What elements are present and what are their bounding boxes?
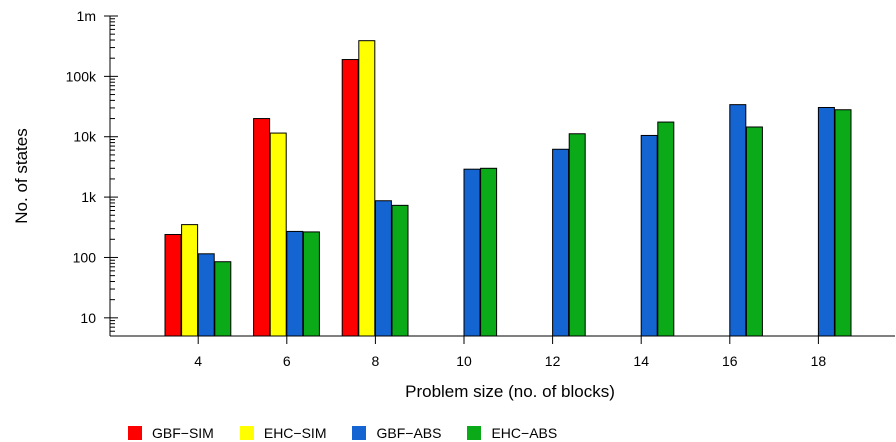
- legend-swatch: [467, 426, 482, 440]
- bar-gbf-abs-12: [552, 148, 570, 337]
- legend-item: GBF−ABS: [352, 425, 441, 441]
- legend-swatch: [128, 426, 142, 440]
- bar-gbf-abs-14: [640, 134, 658, 337]
- x-tick-label: 6: [283, 353, 291, 369]
- bar-gbf-abs-10: [463, 168, 481, 337]
- y-tick-label: 100k: [66, 68, 97, 84]
- x-tick-label: 4: [194, 353, 202, 369]
- legend-swatch: [352, 426, 367, 440]
- legend-label: EHC−SIM: [263, 425, 327, 441]
- y-tick-label: 1k: [81, 189, 97, 205]
- y-tick-label: 100: [73, 249, 97, 265]
- y-axis-title: No. of states: [12, 128, 31, 223]
- x-tick-label: 14: [633, 353, 649, 369]
- bar-gbf-abs-6: [286, 230, 304, 337]
- x-axis-title: Problem size (no. of blocks): [405, 382, 615, 401]
- bar-ehc-abs-10: [480, 167, 498, 337]
- legend-label: EHC−ABS: [491, 425, 558, 441]
- legend-label: GBF−SIM: [152, 425, 214, 441]
- x-axis-ticks: 4 6 8 10 12 14 16 18: [194, 336, 826, 369]
- x-tick-label: 12: [545, 353, 561, 369]
- bar-gbf-abs-16: [729, 104, 747, 337]
- y-tick-label: 10k: [73, 129, 97, 145]
- x-tick-label: 18: [811, 353, 827, 369]
- y-tick-label: 10: [80, 310, 96, 326]
- legend: GBF−SIM EHC−SIM GBF−ABS EHC−ABS: [128, 424, 583, 442]
- bar-ehc-sim-8: [358, 40, 376, 337]
- bar-gbf-sim-4: [164, 234, 182, 337]
- bar-ehc-abs-8: [391, 204, 409, 337]
- legend-item: EHC−SIM: [239, 425, 327, 441]
- bar-gbf-abs-18: [817, 106, 835, 337]
- bar-ehc-abs-16: [745, 126, 763, 337]
- legend-item: GBF−SIM: [128, 425, 214, 441]
- bar-ehc-abs-14: [657, 121, 675, 337]
- bar-gbf-abs-4: [197, 253, 215, 337]
- legend-item: EHC−ABS: [467, 425, 557, 441]
- bar-ehc-abs-12: [568, 133, 586, 337]
- legend-label: GBF−ABS: [376, 425, 442, 441]
- bar-ehc-abs-6: [302, 231, 320, 337]
- x-tick-label: 16: [722, 353, 738, 369]
- legend-swatch: [239, 426, 254, 440]
- bar-ehc-abs-18: [834, 109, 852, 337]
- bar-ehc-abs-4: [214, 261, 232, 337]
- bar-gbf-sim-6: [253, 118, 271, 337]
- x-tick-label: 8: [372, 353, 380, 369]
- bar-ehc-sim-6: [269, 132, 287, 337]
- bar-gbf-sim-8: [341, 59, 359, 337]
- bar-ehc-sim-4: [181, 224, 199, 337]
- bar-gbf-abs-8: [374, 200, 392, 337]
- y-axis-ticks: 10 100 1k 10k 100k 1m: [66, 8, 118, 337]
- y-tick-label: 1m: [77, 8, 96, 24]
- bars: [164, 40, 852, 337]
- x-tick-label: 10: [456, 353, 472, 369]
